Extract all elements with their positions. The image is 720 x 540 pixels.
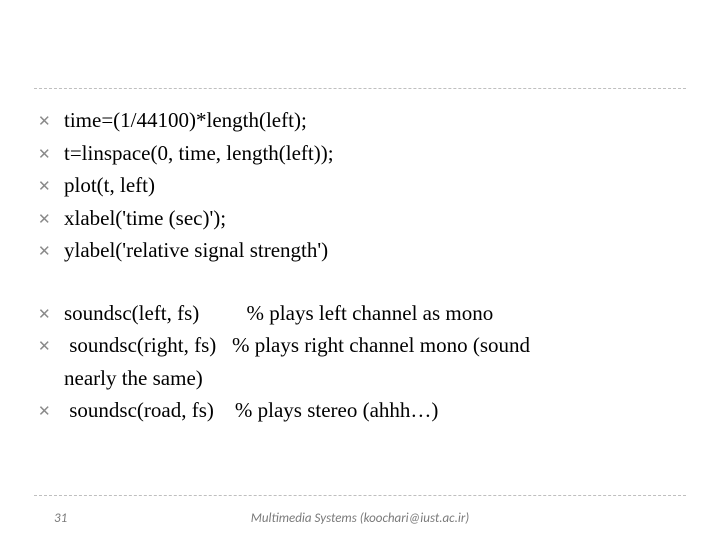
divider-bottom xyxy=(34,495,686,496)
spacer xyxy=(38,267,682,297)
bullet-text: plot(t, left) xyxy=(64,169,682,202)
bullet-icon: ✕ xyxy=(38,297,64,326)
bullet-item: ✕ time=(1/44100)*length(left); xyxy=(38,104,682,137)
bullet-icon: ✕ xyxy=(38,234,64,263)
bullet-icon: ✕ xyxy=(38,104,64,133)
bullet-text: time=(1/44100)*length(left); xyxy=(64,104,682,137)
bullet-text: ylabel('relative signal strength') xyxy=(64,234,682,267)
slide: ✕ time=(1/44100)*length(left); ✕ t=linsp… xyxy=(0,0,720,540)
bullet-text: soundsc(left, fs) % plays left channel a… xyxy=(64,297,682,330)
bullet-icon: ✕ xyxy=(38,137,64,166)
bullet-text: soundsc(road, fs) % plays stereo (ahhh…) xyxy=(64,394,682,427)
bullet-item: ✕ xlabel('time (sec)'); xyxy=(38,202,682,235)
bullet-icon: ✕ xyxy=(38,202,64,231)
bullet-text: xlabel('time (sec)'); xyxy=(64,202,682,235)
bullet-text: soundsc(right, fs) % plays right channel… xyxy=(64,329,682,362)
bullet-icon: ✕ xyxy=(38,169,64,198)
footer: 31 Multimedia Systems (koochari@iust.ac.… xyxy=(0,502,720,526)
bullet-icon: ✕ xyxy=(38,394,64,423)
bullet-item: ✕ soundsc(road, fs) % plays stereo (ahhh… xyxy=(38,394,682,427)
bullet-item: ✕ t=linspace(0, time, length(left)); xyxy=(38,137,682,170)
bullet-icon: ✕ xyxy=(38,329,64,358)
bullet-item: ✕ soundsc(left, fs) % plays left channel… xyxy=(38,297,682,330)
bullet-item: ✕ plot(t, left) xyxy=(38,169,682,202)
divider-top xyxy=(34,88,686,89)
footer-text: Multimedia Systems (koochari@iust.ac.ir) xyxy=(0,511,720,526)
content-area: ✕ time=(1/44100)*length(left); ✕ t=linsp… xyxy=(38,104,682,427)
continuation-line: nearly the same) xyxy=(38,362,682,395)
bullet-item: ✕ ylabel('relative signal strength') xyxy=(38,234,682,267)
bullet-item: ✕ soundsc(right, fs) % plays right chann… xyxy=(38,329,682,362)
bullet-text: t=linspace(0, time, length(left)); xyxy=(64,137,682,170)
